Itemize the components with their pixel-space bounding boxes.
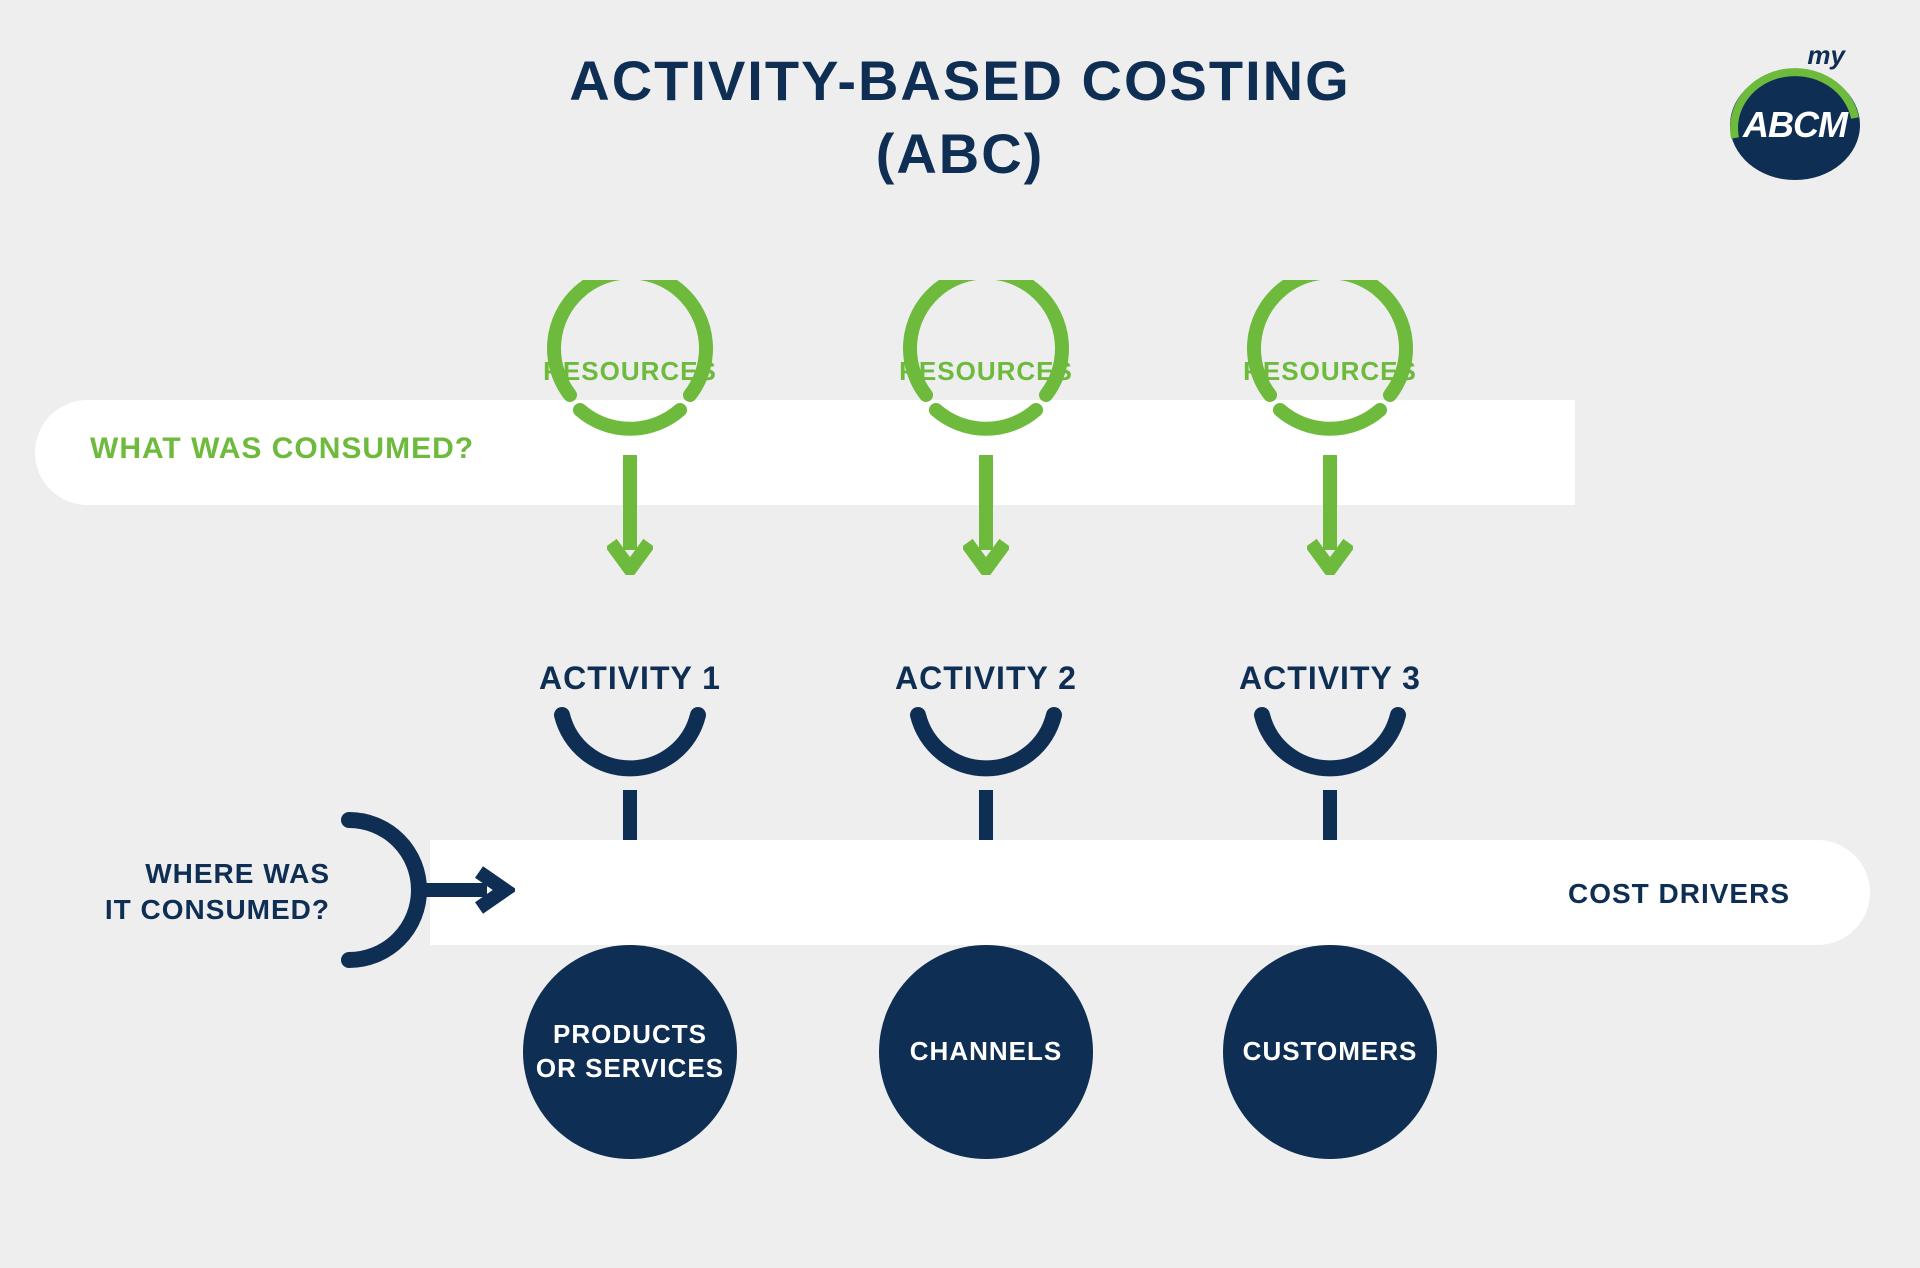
where-consumed-label: WHERE WAS IT CONSUMED? [90,856,330,929]
resource-label: RESOURCES [500,356,760,387]
resource-label: RESOURCES [856,356,1116,387]
resource-label: RESOURCES [1200,356,1460,387]
output-text: PRODUCTS OR SERVICES [526,1018,734,1086]
activity-label: ACTIVITY 1 [500,660,760,697]
output-circle: CUSTOMERS [1223,945,1437,1159]
where-consumed-arrow-icon [335,800,515,980]
activity-cup-icon [552,705,708,795]
title-block: ACTIVITY-BASED COSTING (ABC) [0,45,1920,191]
cost-drivers-label: COST DRIVERS [1568,878,1790,910]
arrow-down-icon [963,455,1009,575]
output-text: CUSTOMERS [1233,1035,1428,1069]
output-text: CHANNELS [900,1035,1072,1069]
title-line-1: ACTIVITY-BASED COSTING [0,45,1920,118]
title-line-2: (ABC) [0,118,1920,191]
logo: my ABCM [1700,40,1860,180]
logo-arc-icon [1725,68,1865,183]
band-consumed-label: WHAT WAS CONSUMED? [90,432,474,466]
activity-cup-icon [1252,705,1408,795]
activity-label: ACTIVITY 2 [856,660,1116,697]
activity-cup-icon [908,705,1064,795]
logo-prefix: my [1807,40,1845,71]
arrow-down-icon [1307,455,1353,575]
output-circle: PRODUCTS OR SERVICES [523,945,737,1159]
output-circle: CHANNELS [879,945,1093,1159]
activity-label: ACTIVITY 3 [1200,660,1460,697]
arrow-down-icon [607,455,653,575]
